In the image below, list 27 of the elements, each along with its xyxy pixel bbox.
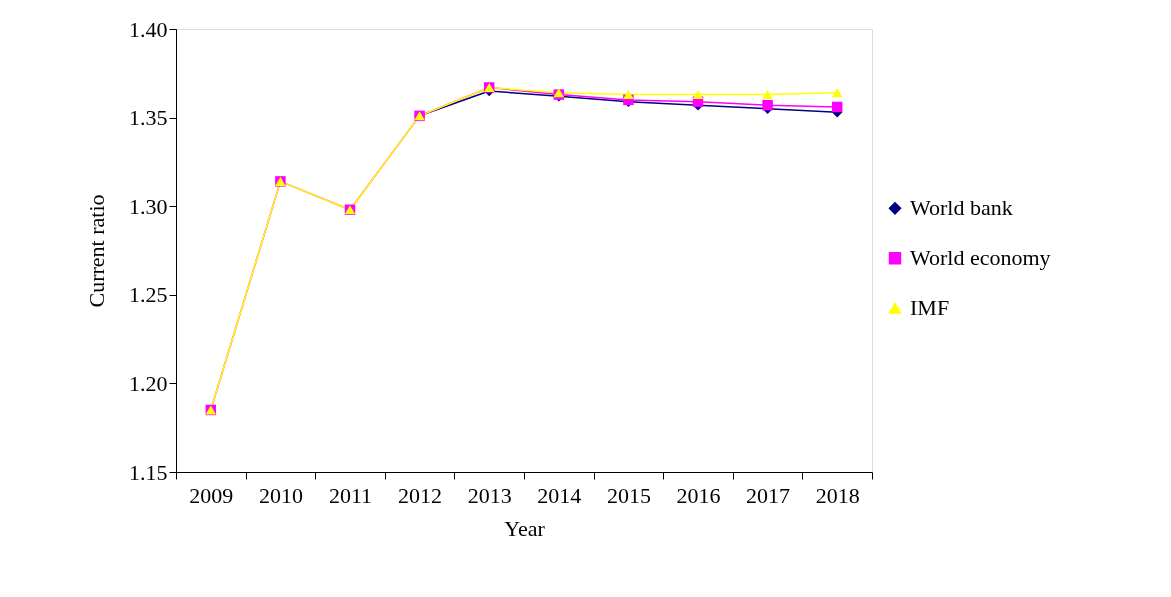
x-tick-label: 2012 — [398, 482, 443, 508]
legend-label: World economy — [910, 245, 1051, 271]
x-axis-title: Year — [504, 515, 546, 541]
x-tick-label: 2011 — [328, 482, 373, 508]
x-tick-label: 2014 — [537, 482, 582, 508]
x-tick-label: 2013 — [467, 482, 512, 508]
y-tick-label: 1.15 — [129, 459, 168, 485]
legend-label: IMF — [910, 295, 950, 321]
y-tick-label: 1.25 — [129, 282, 168, 308]
y-axis-title: Current ratio — [84, 194, 109, 308]
legend-label: World bank — [910, 195, 1013, 221]
x-tick-label: 2010 — [258, 482, 303, 508]
point — [762, 99, 773, 111]
point — [762, 90, 773, 100]
x-tick-label: 2016 — [676, 482, 721, 508]
y-tick-label: 1.35 — [129, 105, 168, 131]
x-tick-label: 2017 — [746, 482, 791, 508]
point — [623, 90, 634, 100]
y-tick-label: 1.30 — [129, 193, 168, 219]
x-tick-label: 2018 — [815, 482, 860, 508]
y-tick-label: 1.40 — [129, 16, 168, 42]
point — [831, 88, 843, 98]
point — [831, 101, 843, 113]
y-tick-label: 1.20 — [129, 370, 168, 396]
x-tick-label: 2009 — [189, 482, 234, 508]
point — [692, 90, 704, 100]
x-tick-label: 2015 — [606, 482, 651, 508]
